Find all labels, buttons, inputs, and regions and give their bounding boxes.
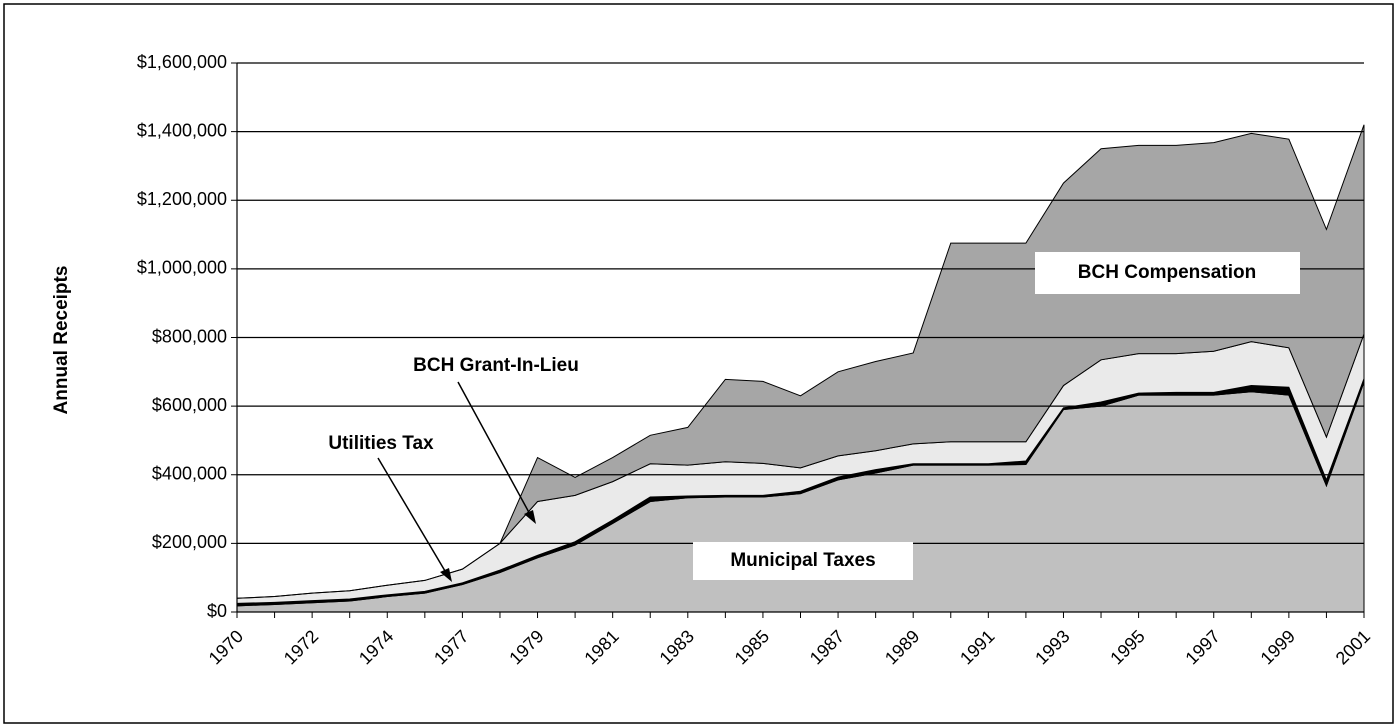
series-annotation: BCH Grant-In-Lieu	[413, 355, 579, 376]
plot-area: $0 $200,000 $400,000 $600,000 $800,000 $1,000…	[137, 52, 1374, 669]
series-annotation: BCH Compensation	[1078, 262, 1256, 283]
y-tick-label: $400,000	[152, 464, 227, 484]
y-tick-label: $1,000,000	[137, 258, 227, 278]
y-tick-label: $800,000	[152, 326, 227, 346]
y-tick-label: $1,600,000	[137, 52, 227, 72]
arrow-head	[440, 568, 452, 582]
label-box	[1035, 252, 1300, 294]
series-annotation: Municipal Taxes	[730, 550, 875, 571]
series-annotation: Utilities Tax	[328, 433, 434, 454]
y-tick-label: $1,200,000	[137, 189, 227, 209]
y-tick-label: $600,000	[152, 395, 227, 415]
label-box	[693, 542, 913, 580]
y-axis-label: Annual Receipts	[51, 266, 72, 415]
y-tick-label: $0	[207, 601, 227, 621]
y-tick-label: $200,000	[152, 532, 227, 552]
arrow-head	[524, 510, 536, 524]
overlay: Annual Receipts Municipal Taxes Utilitie…	[51, 252, 1300, 582]
arrow	[377, 457, 449, 577]
area	[236, 124, 1365, 599]
arrow	[457, 381, 533, 519]
y-tick-label: $1,400,000	[137, 120, 227, 140]
